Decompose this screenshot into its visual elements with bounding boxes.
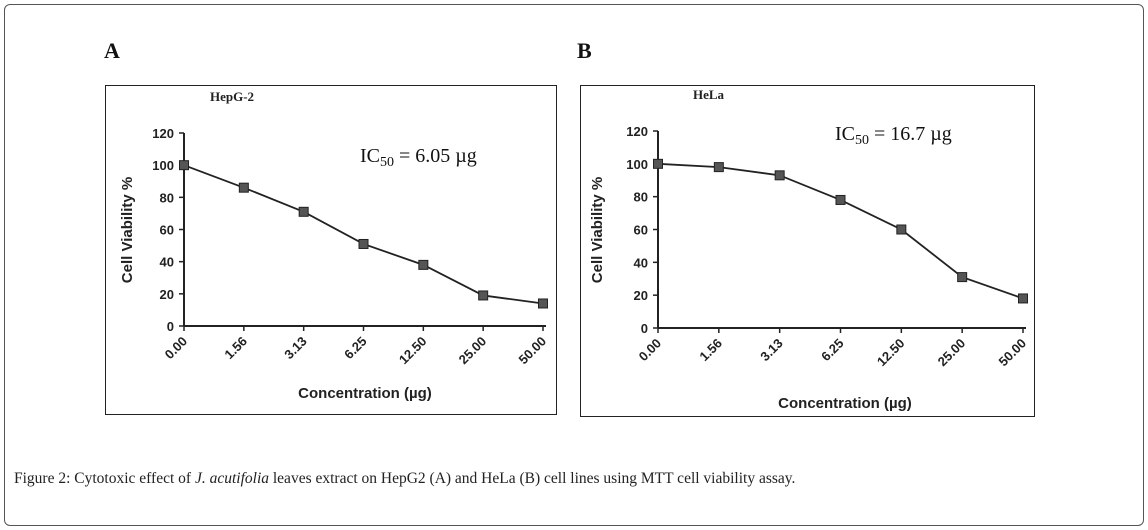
panel-label-b: B (577, 38, 592, 63)
data-point (418, 259, 429, 270)
ic50-subscript: 50 (380, 155, 394, 170)
data-point (713, 162, 724, 173)
panel-b-box (580, 85, 1035, 417)
data-point (653, 158, 663, 169)
cell-line-title: HepG-2 (210, 89, 254, 104)
x-tick-label: 50.00 (996, 336, 1030, 370)
series-line (657, 162, 1024, 300)
x-tick-label: 6.25 (341, 334, 370, 363)
y-tick-label: 80 (634, 190, 648, 205)
x-axis-label: Concentration (µg) (298, 385, 432, 402)
x-tick-label: 12.50 (874, 336, 908, 370)
y-tick-label: 40 (634, 255, 648, 270)
x-tick-label: 12.50 (396, 334, 430, 368)
cell-line-title: HeLa (693, 87, 725, 102)
panel-label-a: A (104, 38, 120, 63)
x-axis-label: Concentration (µg) (778, 395, 912, 412)
x-tick-label: 25.00 (935, 336, 969, 370)
data-point (835, 194, 846, 205)
y-axis-label: Cell Viability % (119, 177, 136, 283)
x-tick-label: 50.00 (516, 334, 550, 368)
ic50-subscript: 50 (855, 133, 869, 148)
ic50-value: = 6.05 µg (394, 145, 477, 167)
x-tick-label: 3.13 (281, 334, 310, 363)
x-tick-label: 0.00 (162, 334, 191, 363)
ic50-annotation: IC50 = 16.7 µg (835, 123, 952, 148)
y-tick-label: 0 (167, 319, 174, 334)
y-tick-label: 100 (626, 157, 648, 172)
data-point (298, 206, 309, 217)
y-tick-label: 80 (160, 190, 174, 205)
x-tick-label: 0.00 (636, 336, 665, 365)
y-tick-label: 60 (160, 223, 174, 238)
data-point (538, 298, 548, 309)
y-tick-label: 60 (634, 223, 648, 238)
y-tick-label: 120 (152, 126, 174, 141)
ic50-value: = 16.7 µg (869, 123, 952, 145)
y-tick-label: 120 (626, 124, 648, 139)
data-point (896, 224, 907, 235)
series-line (183, 164, 544, 305)
x-tick-label: 6.25 (818, 336, 847, 365)
caption-pre: Cytotoxic effect of (70, 470, 195, 487)
ic50-prefix: IC (360, 145, 380, 167)
figure-caption: Figure 2: Cytotoxic effect of J. acutifo… (14, 470, 795, 488)
x-tick-label: 1.56 (221, 334, 250, 363)
figure-frame (4, 4, 1144, 526)
x-tick-label: 3.13 (757, 336, 786, 365)
data-point (358, 238, 369, 249)
data-point (774, 170, 785, 181)
chart-a: 0 20 40 60 80 100 120 0.00 1.56 3.13 6.25 12.50 25.0… (119, 89, 549, 402)
data-point (957, 272, 968, 283)
x-tick-label: 25.00 (456, 334, 490, 368)
y-tick-label: 40 (160, 255, 174, 270)
x-tick-label: 1.56 (696, 336, 725, 365)
data-point (179, 160, 189, 171)
y-tick-label: 0 (641, 321, 648, 336)
y-tick-label: 100 (152, 158, 174, 173)
caption-species: J. acutifolia (194, 470, 269, 487)
panel-a-box (105, 85, 557, 415)
y-tick-label: 20 (160, 287, 174, 302)
y-axis-label: Cell Viability % (589, 177, 606, 283)
ic50-annotation: IC50 = 6.05 µg (360, 145, 477, 170)
caption-label: Figure 2: (14, 470, 71, 487)
caption-post: leaves extract on HepG2 (A) and HeLa (B)… (269, 470, 796, 487)
data-point (238, 182, 249, 193)
ic50-prefix: IC (835, 123, 855, 145)
y-tick-label: 20 (634, 288, 648, 303)
data-point (1018, 293, 1028, 304)
data-point (478, 290, 489, 301)
chart-b: 0 20 40 60 80 100 120 0.00 1.56 3.13 6.25 12.50 25.0… (589, 87, 1029, 412)
